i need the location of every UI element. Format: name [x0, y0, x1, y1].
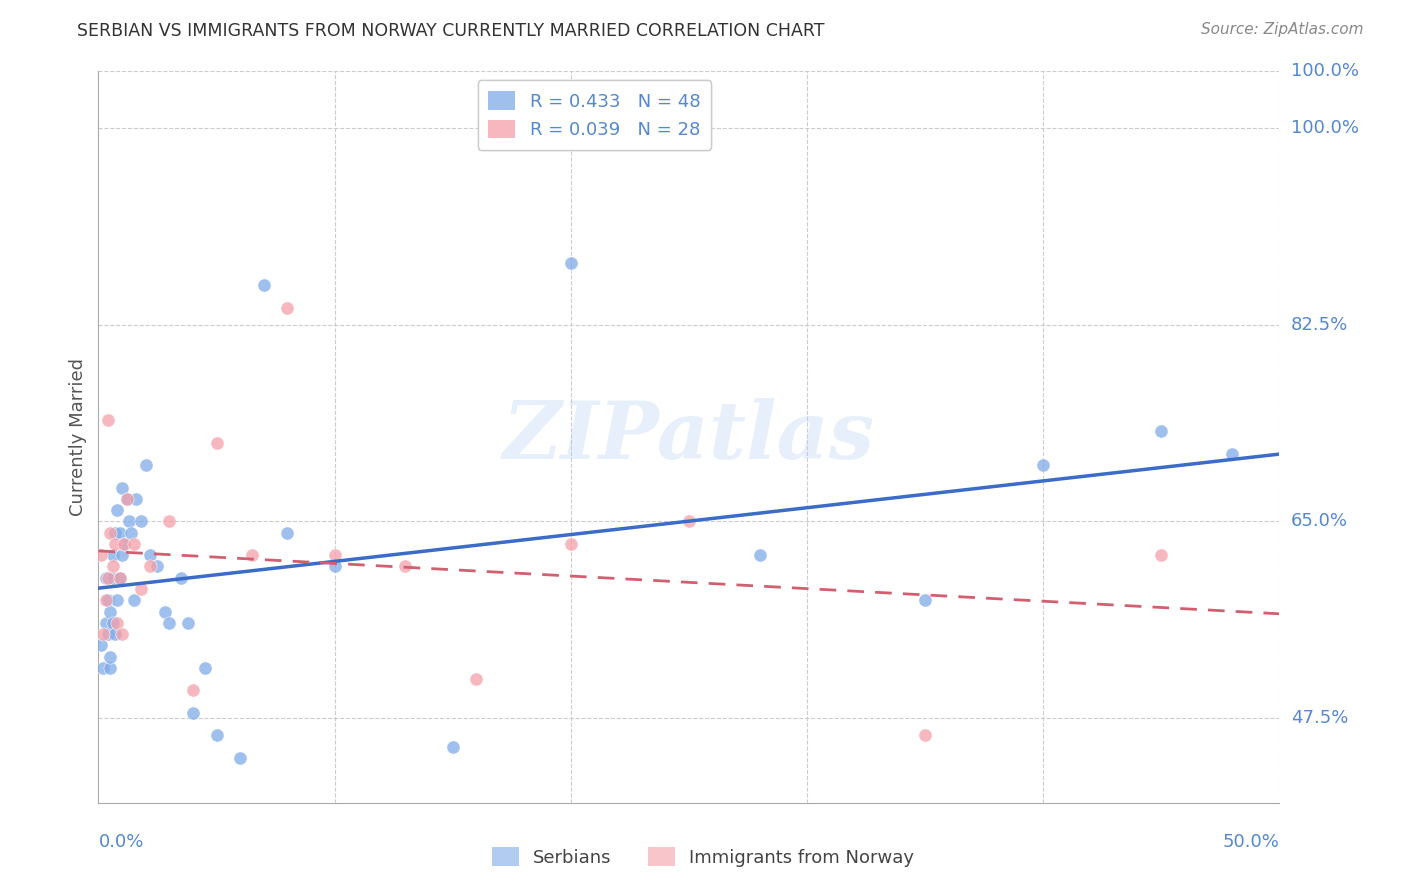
- Point: [115, 491, 138, 506]
- Text: 65.0%: 65.0%: [1291, 513, 1347, 531]
- Point: [194, 661, 217, 675]
- Point: [914, 593, 936, 607]
- Point: [112, 537, 135, 551]
- Point: [104, 525, 127, 540]
- Point: [101, 615, 124, 630]
- Point: [104, 627, 127, 641]
- Point: [94, 593, 117, 607]
- Point: [111, 548, 134, 562]
- Point: [97, 593, 120, 607]
- Point: [111, 481, 134, 495]
- Text: Source: ZipAtlas.com: Source: ZipAtlas.com: [1201, 22, 1364, 37]
- Point: [105, 593, 128, 607]
- Point: [98, 649, 121, 664]
- Point: [115, 491, 138, 506]
- Text: 50.0%: 50.0%: [1223, 833, 1279, 851]
- Point: [91, 627, 114, 641]
- Point: [122, 593, 145, 607]
- Point: [139, 559, 162, 574]
- Text: 0.0%: 0.0%: [98, 833, 143, 851]
- Point: [181, 683, 204, 698]
- Point: [153, 605, 176, 619]
- Point: [678, 515, 700, 529]
- Text: 100.0%: 100.0%: [1291, 62, 1358, 80]
- Point: [112, 537, 135, 551]
- Point: [104, 537, 127, 551]
- Point: [240, 548, 263, 562]
- Point: [90, 548, 112, 562]
- Point: [205, 435, 228, 450]
- Point: [177, 615, 200, 630]
- Point: [229, 751, 252, 765]
- Point: [105, 615, 128, 630]
- Point: [129, 582, 152, 596]
- Point: [101, 571, 124, 585]
- Point: [181, 706, 204, 720]
- Point: [101, 559, 124, 574]
- Point: [122, 537, 145, 551]
- Point: [146, 559, 169, 574]
- Point: [323, 548, 346, 562]
- Text: ZIPatlas: ZIPatlas: [503, 399, 875, 475]
- Point: [108, 525, 131, 540]
- Point: [748, 548, 770, 562]
- Point: [465, 672, 488, 686]
- Point: [111, 627, 134, 641]
- Point: [276, 301, 298, 315]
- Point: [394, 559, 416, 574]
- Text: 100.0%: 100.0%: [1291, 119, 1358, 136]
- Point: [105, 503, 128, 517]
- Point: [98, 525, 121, 540]
- Point: [97, 627, 120, 641]
- Point: [90, 638, 112, 652]
- Point: [157, 615, 180, 630]
- Point: [101, 548, 124, 562]
- Point: [560, 537, 582, 551]
- Text: 47.5%: 47.5%: [1291, 709, 1348, 727]
- Point: [253, 278, 276, 293]
- Text: 82.5%: 82.5%: [1291, 316, 1348, 334]
- Point: [139, 548, 162, 562]
- Y-axis label: Currently Married: Currently Married: [69, 358, 87, 516]
- Point: [157, 515, 180, 529]
- Point: [97, 413, 120, 427]
- Point: [135, 458, 157, 473]
- Legend: R = 0.433   N = 48, R = 0.039   N = 28: R = 0.433 N = 48, R = 0.039 N = 28: [478, 80, 711, 150]
- Point: [1032, 458, 1054, 473]
- Point: [108, 571, 131, 585]
- Point: [98, 661, 121, 675]
- Point: [323, 559, 346, 574]
- Point: [914, 728, 936, 742]
- Point: [94, 571, 117, 585]
- Point: [94, 615, 117, 630]
- Legend: Serbians, Immigrants from Norway: Serbians, Immigrants from Norway: [485, 840, 921, 874]
- Point: [1150, 425, 1173, 439]
- Point: [108, 571, 131, 585]
- Point: [560, 255, 582, 269]
- Point: [276, 525, 298, 540]
- Point: [91, 661, 114, 675]
- Point: [1220, 447, 1243, 461]
- Point: [97, 571, 120, 585]
- Point: [121, 525, 143, 540]
- Point: [129, 515, 152, 529]
- Point: [1150, 548, 1173, 562]
- Point: [125, 491, 148, 506]
- Point: [98, 605, 121, 619]
- Text: SERBIAN VS IMMIGRANTS FROM NORWAY CURRENTLY MARRIED CORRELATION CHART: SERBIAN VS IMMIGRANTS FROM NORWAY CURREN…: [77, 22, 825, 40]
- Point: [118, 515, 141, 529]
- Point: [205, 728, 228, 742]
- Point: [441, 739, 464, 754]
- Point: [170, 571, 193, 585]
